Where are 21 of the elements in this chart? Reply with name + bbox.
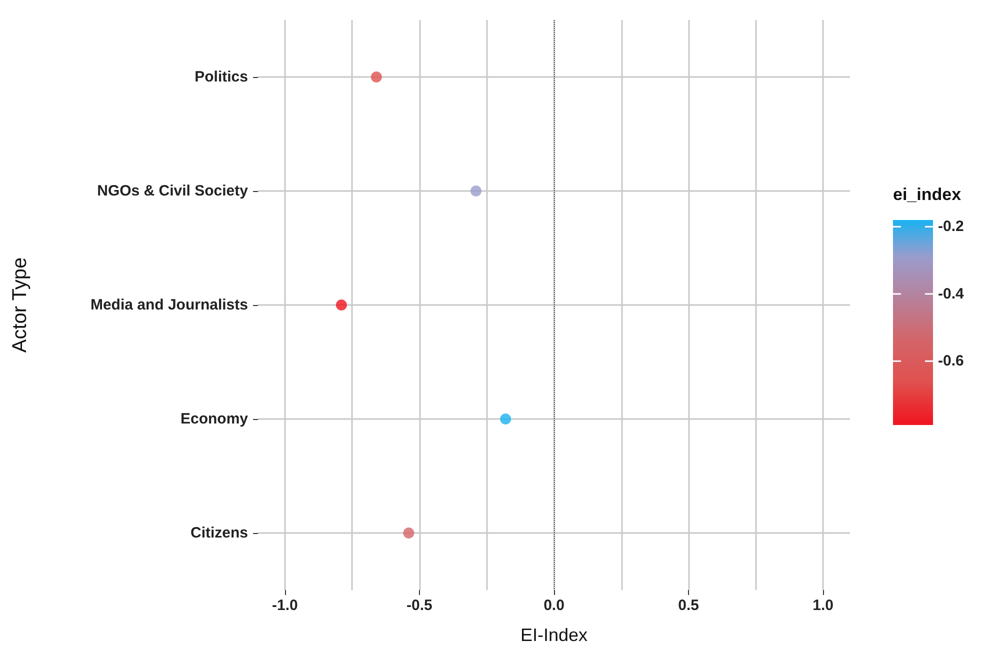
color-bar-label: -0.6 bbox=[938, 352, 964, 370]
y-tick-label: NGOs & Civil Society bbox=[97, 182, 249, 200]
color-bar-label: -0.4 bbox=[938, 285, 965, 302]
y-tick-label: Citizens bbox=[190, 524, 248, 542]
x-tick-label: 0.0 bbox=[544, 597, 564, 614]
y-axis-title: Actor Type bbox=[9, 257, 31, 353]
point bbox=[500, 414, 512, 424]
point bbox=[403, 528, 414, 538]
y-tick-label: Media and Journalists bbox=[90, 296, 248, 314]
point bbox=[470, 186, 482, 196]
y-tick-label: Politics bbox=[194, 68, 248, 86]
x-tick-label: 0.5 bbox=[678, 597, 699, 614]
x-tick-label: -1.0 bbox=[272, 597, 298, 614]
x-axis-title: EI-Index bbox=[520, 625, 588, 645]
x-tick-label: 1.0 bbox=[812, 597, 834, 614]
color-bar-label: -0.2 bbox=[938, 218, 964, 236]
x-tick-label: -0.5 bbox=[406, 597, 432, 614]
y-tick-label: Economy bbox=[180, 410, 249, 428]
point bbox=[336, 300, 347, 310]
color-bar-title: ei_index bbox=[893, 185, 962, 204]
point bbox=[370, 72, 382, 82]
